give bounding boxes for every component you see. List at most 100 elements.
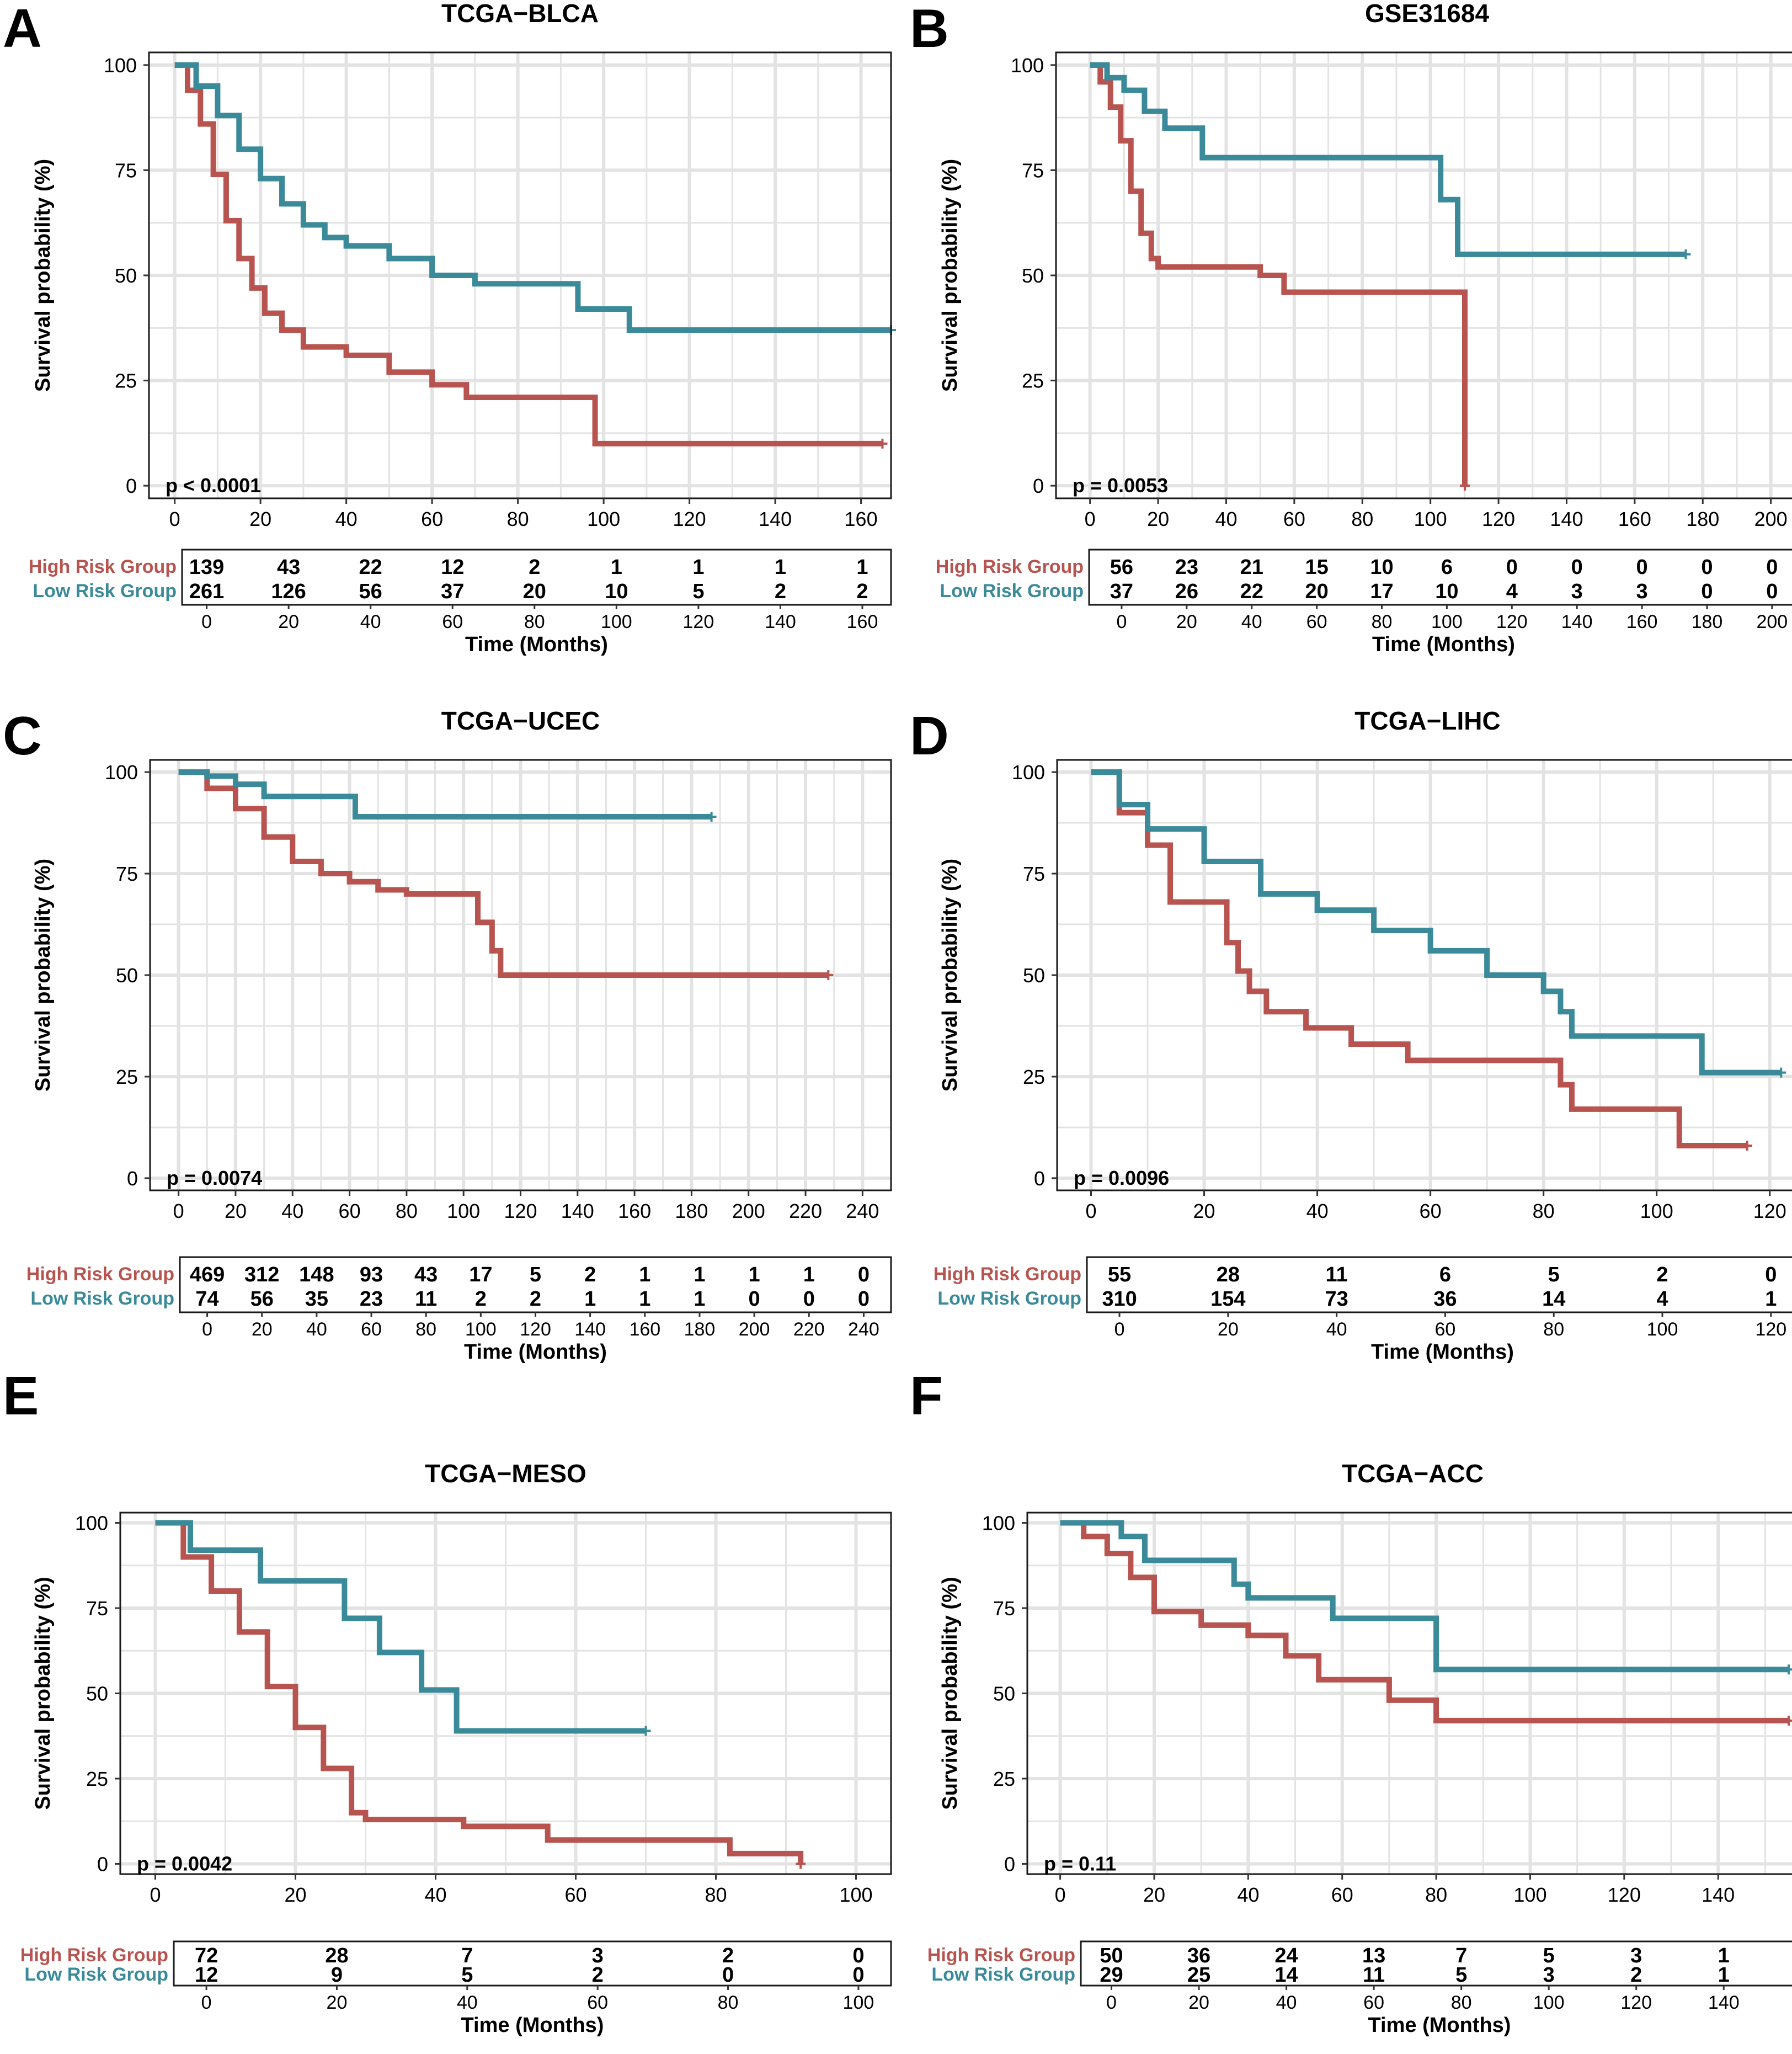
table-x-tick-label: 100 <box>465 1319 497 1340</box>
p-value: p = 0.0096 <box>1074 1167 1169 1189</box>
risk-count: 35 <box>305 1287 328 1311</box>
chart-title: TCGA−BLCA <box>441 0 599 28</box>
risk-table-frame <box>1080 1940 1792 1987</box>
high-risk-curve <box>155 1520 804 1864</box>
table-x-tick-label: 140 <box>574 1319 606 1340</box>
x-tick-label: 240 <box>846 1200 879 1222</box>
table-x-tick-label: 20 <box>1176 611 1197 632</box>
x-tick-label: 40 <box>281 1200 303 1222</box>
x-tick-label: 160 <box>845 508 878 530</box>
risk-count: 5 <box>1548 1263 1560 1286</box>
censor-mark <box>1681 249 1691 259</box>
chart-title: TCGA−UCEC <box>441 706 600 735</box>
risk-count: 1 <box>856 556 868 579</box>
risk-count: 23 <box>1175 556 1198 579</box>
table-x-tick-label: 80 <box>1372 611 1393 632</box>
risk-table-frame <box>1086 1256 1792 1313</box>
x-tick-label: 100 <box>1414 508 1447 530</box>
y-tick-label: 25 <box>116 1066 138 1088</box>
risk-count: 10 <box>1370 556 1393 579</box>
x-tick-label: 80 <box>1533 1200 1555 1222</box>
table-x-tick-label: 80 <box>415 1319 436 1340</box>
risk-count: 2 <box>1630 1963 1642 1987</box>
risk-count: 4 <box>1656 1287 1668 1311</box>
table-x-tick-label: 80 <box>1543 1319 1564 1340</box>
x-tick-label: 80 <box>1351 508 1373 530</box>
x-tick-label: 100 <box>1640 1200 1673 1222</box>
censor-mark <box>1459 481 1470 491</box>
risk-count: 0 <box>1701 580 1713 603</box>
y-tick-label: 100 <box>1012 761 1045 784</box>
risk-table-frame <box>173 1940 892 1987</box>
risk-count: 0 <box>852 1963 864 1987</box>
low-risk-curve <box>174 62 891 333</box>
censor-mark <box>1776 1067 1786 1078</box>
table-x-tick-label: 100 <box>1431 611 1463 632</box>
y-axis-label: Survival probability (%) <box>938 159 962 392</box>
risk-count: 20 <box>1305 580 1328 603</box>
table-x-tick-label: 60 <box>1306 611 1327 632</box>
table-x-tick-label: 240 <box>848 1319 879 1340</box>
risk-count: 5 <box>1455 1963 1467 1987</box>
table-x-tick-label: 200 <box>1756 611 1788 632</box>
table-x-tick-label: 100 <box>601 611 632 632</box>
table-x-tick-label: 0 <box>1114 1319 1125 1340</box>
y-tick-label: 25 <box>1022 370 1044 392</box>
risk-count: 26 <box>1175 580 1198 603</box>
y-axis-label: Survival probability (%) <box>938 1577 962 1810</box>
high-risk-row-label: High Risk Group <box>934 1264 1081 1285</box>
risk-count: 310 <box>1102 1287 1137 1311</box>
y-tick-label: 75 <box>1022 159 1044 182</box>
risk-table-frame <box>179 1256 892 1313</box>
x-tick-label: 140 <box>1702 1883 1735 1906</box>
x-tick-label: 100 <box>587 508 620 530</box>
x-tick-label: 20 <box>1193 1200 1215 1222</box>
risk-count: 3 <box>1543 1963 1555 1987</box>
risk-count: 24 <box>1274 1944 1298 1967</box>
risk-count: 37 <box>441 580 464 603</box>
x-axis-label: Time (Months) <box>461 2014 604 2037</box>
censor-mark <box>1742 1141 1752 1151</box>
high-risk-curve <box>178 769 829 978</box>
x-tick-label: 0 <box>1085 508 1096 530</box>
high-risk-row-label: High Risk Group <box>20 1945 168 1966</box>
table-x-tick-label: 40 <box>1326 1319 1347 1340</box>
table-x-tick-label: 60 <box>442 611 463 632</box>
risk-count: 1 <box>584 1287 596 1311</box>
y-tick-label: 50 <box>115 264 137 287</box>
risk-count: 261 <box>189 580 224 603</box>
y-tick-label: 0 <box>1033 475 1044 497</box>
table-x-tick-label: 80 <box>1451 1992 1472 2013</box>
table-x-tick-label: 40 <box>360 611 381 632</box>
x-tick-label: 140 <box>561 1200 594 1222</box>
risk-count: 2 <box>475 1287 487 1311</box>
gridlines <box>120 1513 891 1874</box>
risk-count: 312 <box>244 1263 279 1286</box>
table-x-tick-label: 20 <box>1218 1319 1239 1340</box>
high-risk-row-label: High Risk Group <box>29 556 177 577</box>
x-tick-label: 60 <box>564 1883 586 1906</box>
table-x-tick-label: 20 <box>1188 1992 1209 2013</box>
risk-count: 2 <box>1656 1263 1668 1286</box>
risk-count: 0 <box>749 1287 760 1311</box>
x-tick-label: 200 <box>1754 508 1788 530</box>
y-tick-label: 0 <box>1004 1853 1015 1875</box>
table-x-tick-label: 60 <box>587 1992 608 2013</box>
risk-count: 23 <box>360 1287 383 1311</box>
x-tick-label: 60 <box>1283 508 1305 530</box>
y-tick-label: 50 <box>116 964 138 987</box>
x-tick-label: 0 <box>173 1200 184 1222</box>
risk-count: 5 <box>530 1263 541 1286</box>
y-axis-label: Survival probability (%) <box>938 859 962 1092</box>
x-tick-label: 120 <box>1608 1883 1641 1906</box>
table-x-tick-label: 20 <box>252 1319 273 1340</box>
censor-mark <box>823 970 834 980</box>
risk-count: 1 <box>692 556 704 579</box>
x-tick-label: 100 <box>447 1200 480 1222</box>
x-tick-label: 20 <box>284 1883 306 1906</box>
